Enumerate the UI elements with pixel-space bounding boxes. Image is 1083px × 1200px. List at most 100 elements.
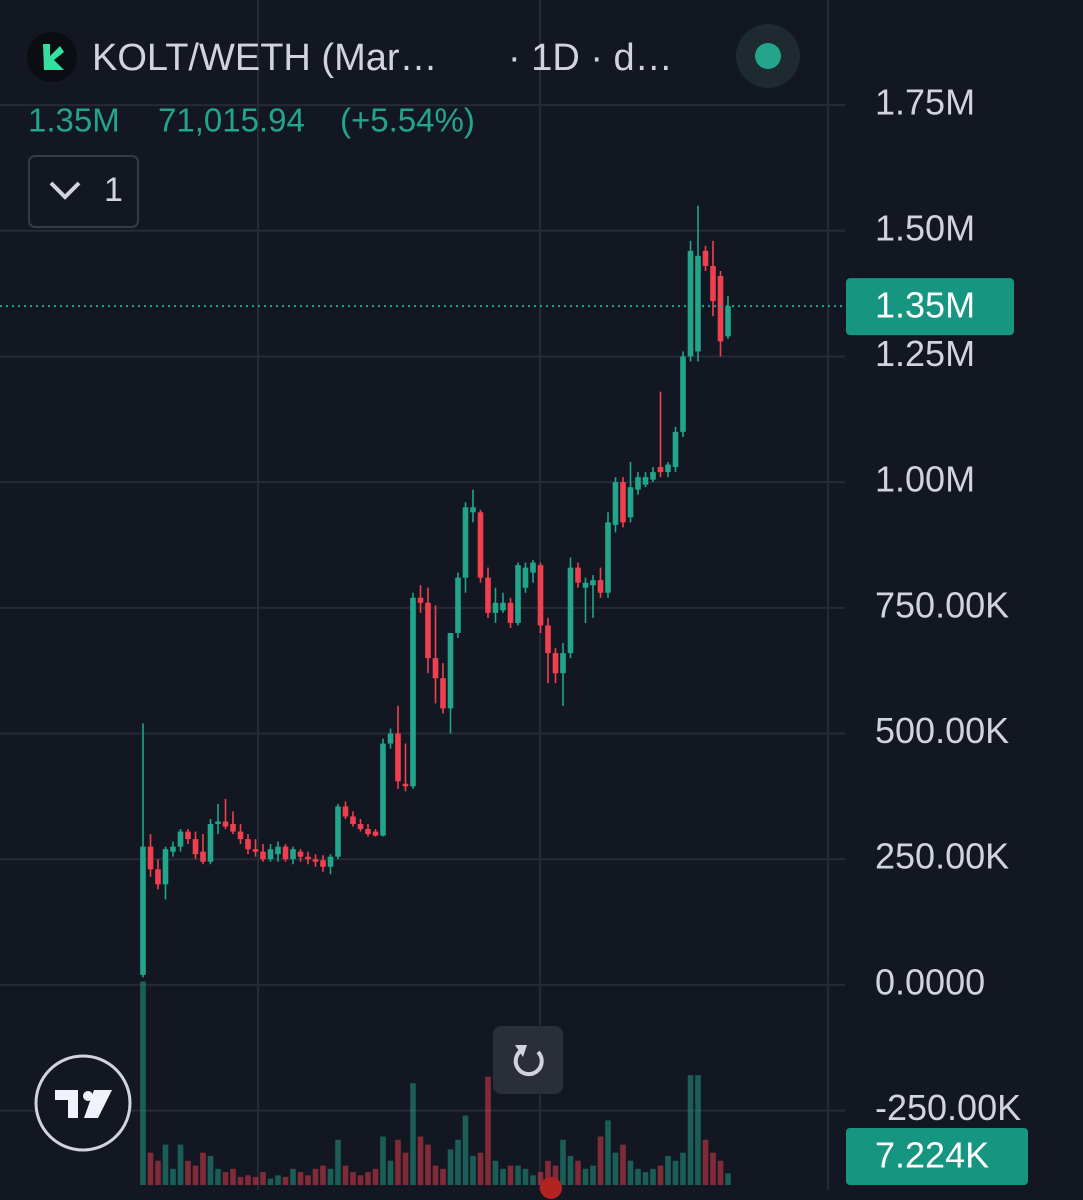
- candle-body: [380, 743, 386, 836]
- volume-bar: [672, 1160, 679, 1185]
- candle-body: [297, 851, 304, 857]
- volume-bar: [357, 1175, 364, 1185]
- token-logo: [43, 44, 64, 70]
- candle-body: [680, 356, 686, 432]
- volume-bar: [275, 1175, 281, 1185]
- candle-body: [627, 487, 634, 518]
- candle-body: [500, 602, 506, 611]
- volume-bar: [620, 1144, 626, 1185]
- candle-body: [335, 806, 341, 857]
- candle-body: [402, 783, 409, 787]
- candle-body: [507, 602, 514, 623]
- candle-body: [665, 464, 671, 473]
- collapse-button[interactable]: [28, 155, 139, 228]
- candle-body: [342, 806, 349, 817]
- last-price-label: 1.35M: [875, 285, 975, 326]
- volume-bar: [395, 1139, 401, 1185]
- volume-bar: [185, 1160, 191, 1185]
- candle-body: [530, 562, 536, 573]
- volume-bar: [350, 1172, 356, 1185]
- candle-body: [702, 250, 709, 266]
- candle-body: [455, 577, 461, 633]
- volume-bar: [680, 1152, 686, 1185]
- candle-body: [222, 821, 229, 827]
- tv-logo[interactable]: [34, 1054, 132, 1152]
- candle-body: [237, 831, 244, 840]
- volume-bar: [657, 1165, 664, 1185]
- reset-button[interactable]: [493, 1026, 563, 1094]
- volume-bar: [627, 1160, 634, 1185]
- volume-bar: [597, 1136, 604, 1185]
- candle-body: [365, 829, 371, 835]
- volume-bar: [170, 1168, 176, 1185]
- candle-body: [410, 597, 416, 787]
- candle-body: [575, 567, 581, 583]
- candle-body: [230, 824, 236, 832]
- collapse-count: 1: [104, 171, 123, 209]
- volume-bar: [552, 1165, 559, 1185]
- legend-value: 1.35M: [28, 102, 120, 139]
- candle-body: [597, 580, 604, 593]
- volume-bar: [252, 1176, 259, 1185]
- candle-body: [140, 846, 146, 975]
- volume-bar: [192, 1165, 199, 1185]
- candle-body: [185, 831, 191, 840]
- candle-body: [252, 849, 259, 852]
- volume-bar: [507, 1165, 514, 1185]
- candle-body: [642, 477, 649, 485]
- volume-bar: [260, 1172, 266, 1185]
- candle-body: [387, 733, 394, 744]
- candle-body: [725, 306, 731, 337]
- candle-body: [522, 567, 529, 588]
- candles: [140, 205, 731, 978]
- volume-bar: [215, 1168, 221, 1185]
- candle-body: [417, 597, 424, 603]
- volume-bar: [297, 1172, 304, 1185]
- volume-bar: [282, 1176, 289, 1185]
- volume-bar: [477, 1152, 484, 1185]
- volume-bar: [440, 1168, 446, 1185]
- volume-bar: [492, 1160, 499, 1185]
- candle-body: [147, 846, 154, 870]
- volume-bar: [687, 1075, 694, 1185]
- volume-bar: [267, 1178, 274, 1185]
- candle-body: [162, 849, 169, 885]
- candle-body: [305, 856, 311, 860]
- candle-body: [485, 577, 491, 613]
- volume-bar: [642, 1172, 649, 1185]
- candle-body: [567, 567, 574, 654]
- volume-bar: [710, 1152, 716, 1185]
- volume-bar: [222, 1172, 229, 1185]
- candle-body: [260, 851, 266, 860]
- volume-bar: [372, 1168, 379, 1185]
- y-tick-label: 1.25M: [875, 333, 975, 374]
- volume-bar: [545, 1160, 551, 1185]
- last-price-tag: [846, 278, 1014, 336]
- candle-body: [590, 580, 596, 586]
- y-tick-label: 250.00K: [875, 836, 1009, 877]
- candle-body: [582, 582, 589, 588]
- candle-body: [440, 678, 446, 709]
- event-marker[interactable]: [540, 1177, 562, 1199]
- candle-body: [432, 658, 439, 679]
- candle-body: [267, 849, 274, 860]
- y-tick-label: 750.00K: [875, 584, 1009, 625]
- candle-body: [170, 846, 176, 852]
- candle-body: [357, 824, 364, 830]
- candle-body: [462, 507, 469, 578]
- volume-bar: [485, 1076, 491, 1185]
- tv-logo-mark: [55, 1090, 112, 1118]
- volume-bar: [560, 1139, 566, 1185]
- candle-body: [605, 522, 611, 593]
- volume-bar: [305, 1175, 311, 1185]
- candle-body: [657, 467, 664, 473]
- volume-bar: [342, 1165, 349, 1185]
- candle-body: [320, 860, 326, 867]
- candle-body: [282, 846, 289, 860]
- candle-body: [155, 869, 161, 885]
- legend-value: 71,015.94: [158, 102, 305, 139]
- volume-bar: [155, 1160, 161, 1185]
- volume-bar: [515, 1165, 521, 1185]
- candle-body: [552, 653, 559, 674]
